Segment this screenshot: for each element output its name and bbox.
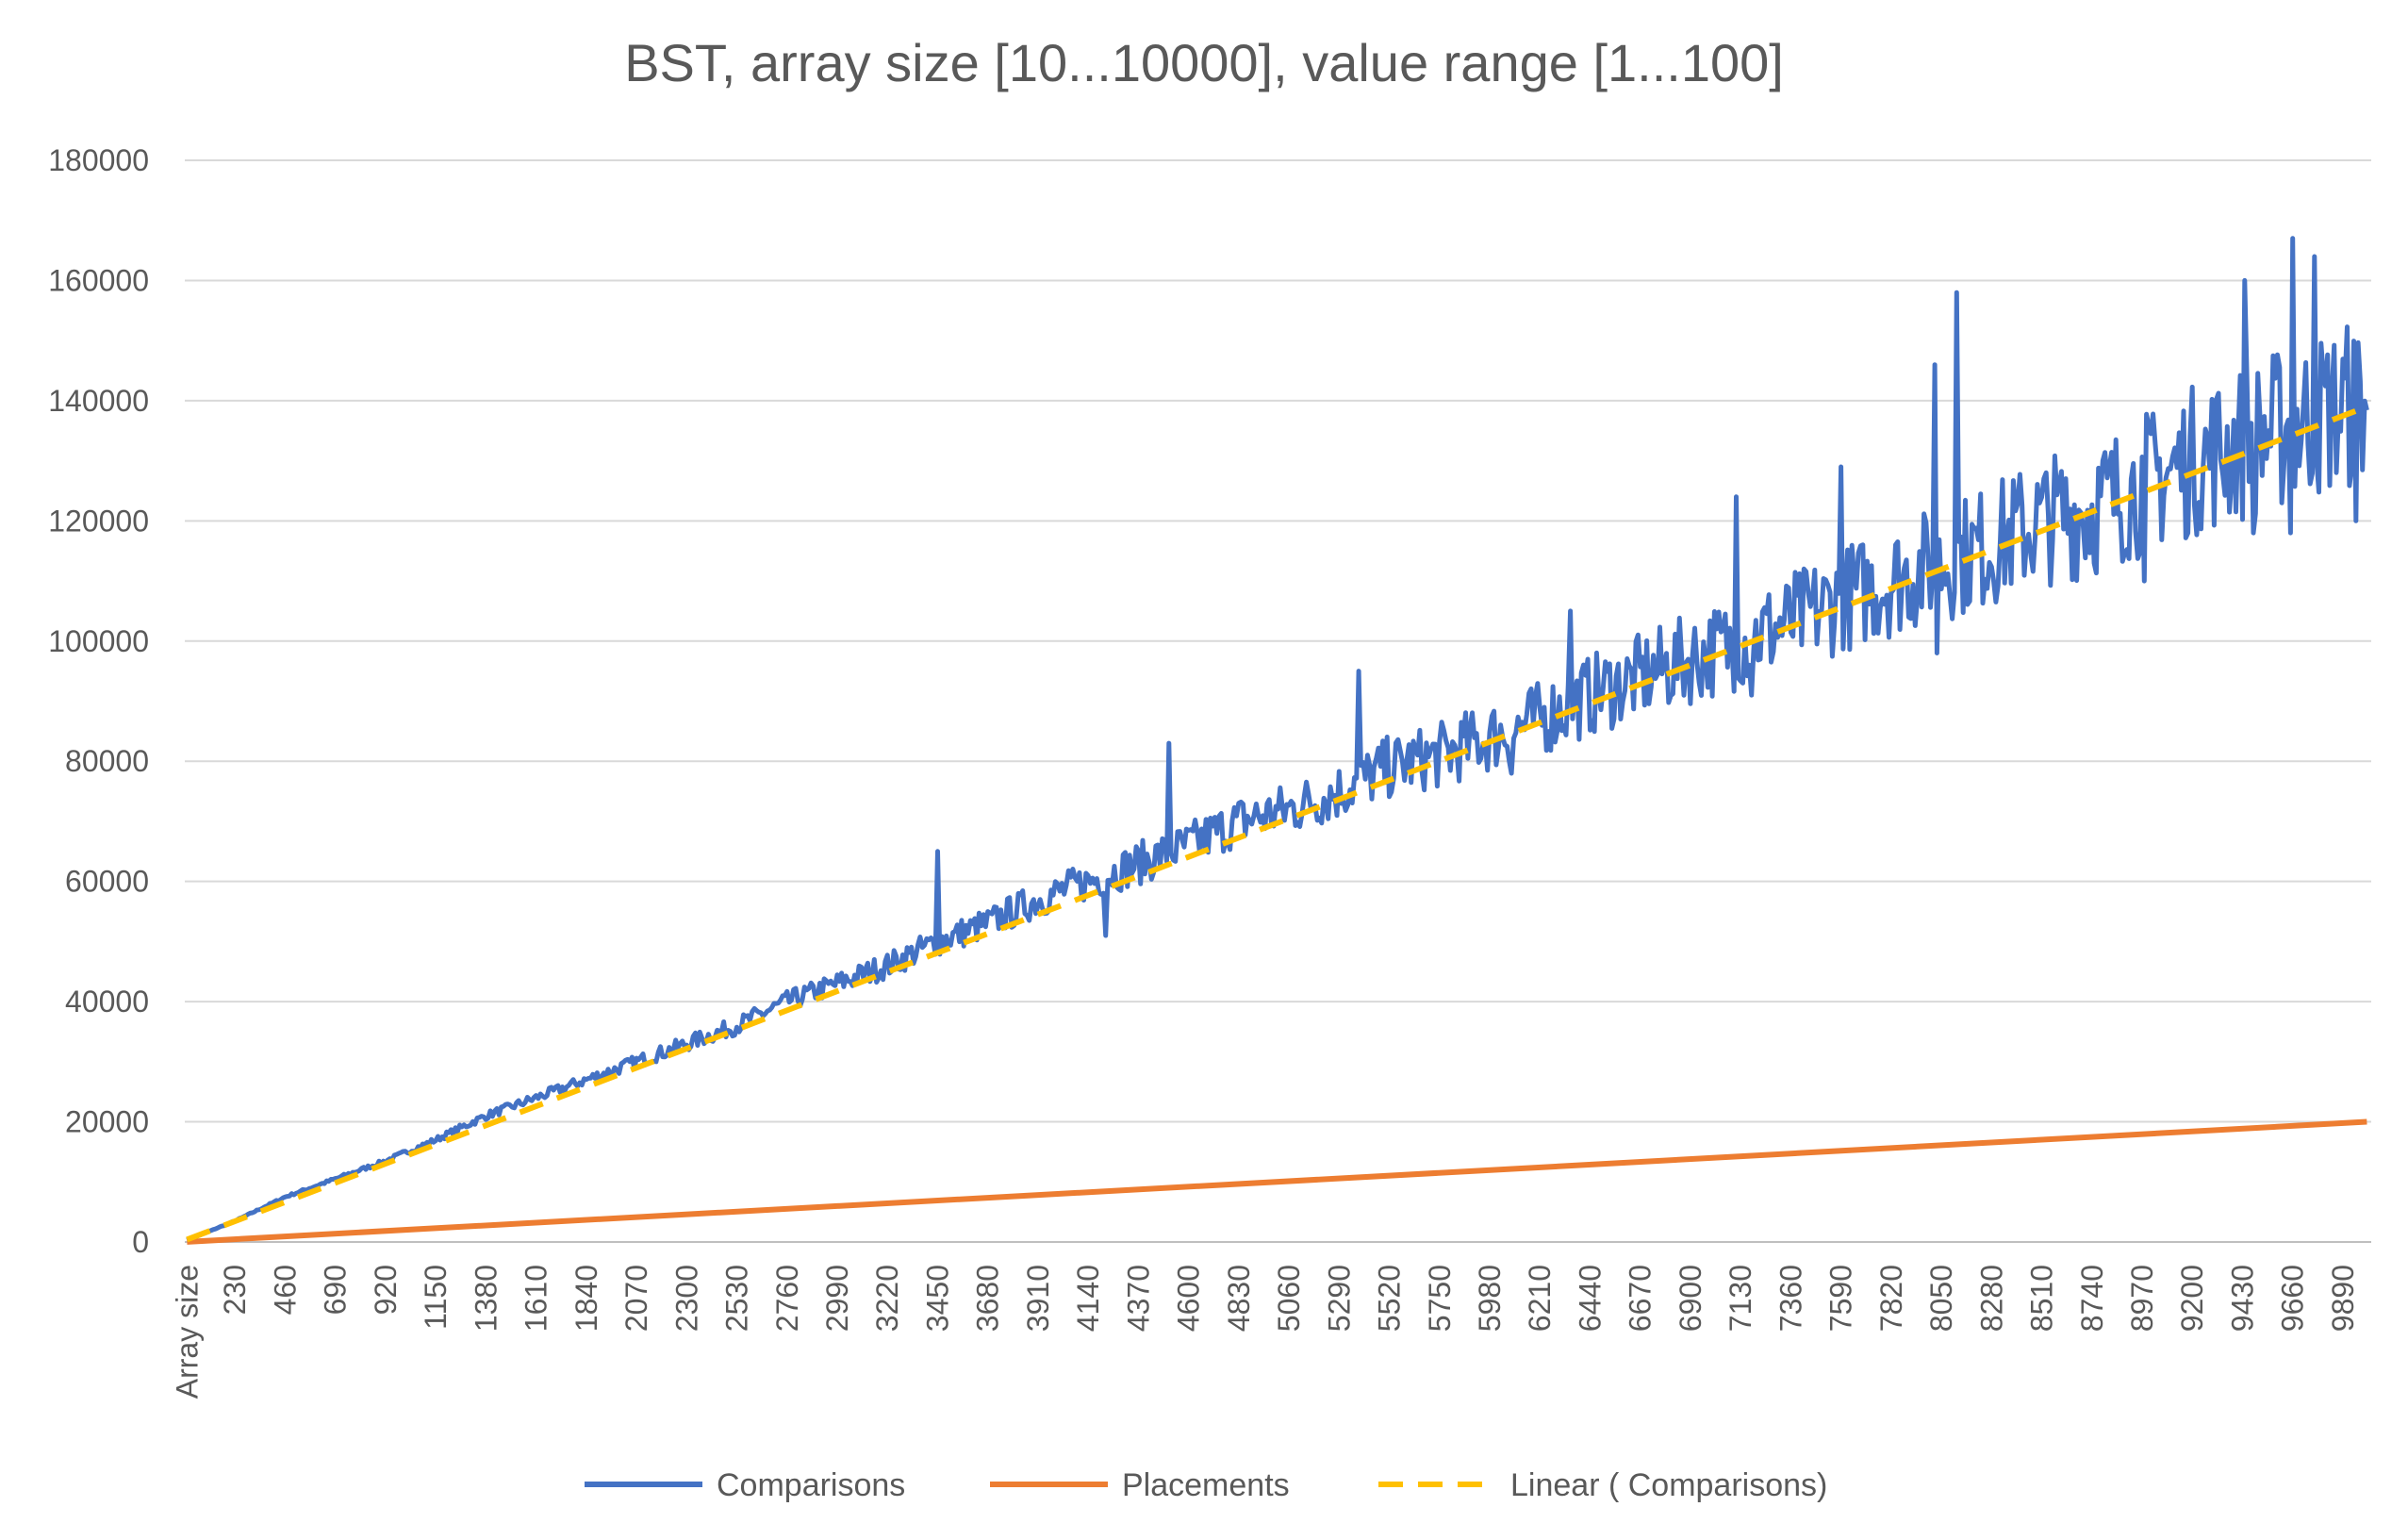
x-tick-label: 5060 <box>1272 1265 1306 1332</box>
x-tick-label: 9430 <box>2225 1265 2259 1332</box>
x-tick-label: 6210 <box>1523 1265 1557 1332</box>
x-tick-label: 4600 <box>1172 1265 1206 1332</box>
chart-title: BST, array size [10...10000], value rang… <box>624 33 1784 92</box>
x-tick-label: 6670 <box>1624 1265 1658 1332</box>
x-tick-label: 6440 <box>1573 1265 1607 1332</box>
y-tick-label: 40000 <box>65 985 149 1018</box>
x-tick-label: 2530 <box>720 1265 754 1332</box>
series-line-comparisons <box>186 236 2369 1243</box>
x-tick-label: 7130 <box>1724 1265 1757 1332</box>
x-tick-label: 1380 <box>469 1265 503 1332</box>
x-tick-label: 3220 <box>870 1265 904 1332</box>
x-tick-label: 7590 <box>1824 1265 1858 1332</box>
x-tick-label: 2300 <box>669 1265 703 1332</box>
x-tick-label: 4140 <box>1071 1265 1105 1332</box>
y-tick-label: 80000 <box>65 744 149 778</box>
legend-item-placements-label: Placements <box>1122 1467 1290 1503</box>
x-tick-label: 5750 <box>1423 1265 1457 1332</box>
x-tick-label: 8050 <box>1924 1265 1958 1332</box>
series-layer <box>186 236 2369 1245</box>
series-line-placements <box>187 1118 2367 1245</box>
y-tick-label: 60000 <box>65 865 149 899</box>
x-tick-label: 8510 <box>2025 1265 2059 1332</box>
x-tick-label: 3450 <box>920 1265 954 1332</box>
x-tick-label: 920 <box>369 1265 403 1315</box>
x-tick-label: 4370 <box>1121 1265 1155 1332</box>
x-tick-label: 5520 <box>1373 1265 1407 1332</box>
x-tick-label: 5290 <box>1322 1265 1356 1332</box>
x-tick-label: 2070 <box>619 1265 653 1332</box>
x-tick-label: 8740 <box>2075 1265 2109 1332</box>
x-tick-label: 9200 <box>2175 1265 2209 1332</box>
x-tick-label: 1840 <box>569 1265 603 1332</box>
x-tick-label: 5980 <box>1473 1265 1507 1332</box>
x-tick-label: 1150 <box>419 1265 453 1330</box>
grid-lines <box>185 159 2371 1243</box>
x-tick-label: 690 <box>319 1265 353 1315</box>
y-tick-label: 20000 <box>65 1105 149 1139</box>
x-tick-label: 7360 <box>1773 1265 1807 1332</box>
legend: Comparisons Placements Linear ( Comparison… <box>585 1467 1827 1503</box>
x-tick-label: 8280 <box>1974 1265 2008 1332</box>
x-tick-label: 4830 <box>1222 1265 1256 1332</box>
series-line-linear-trend <box>186 404 2368 1243</box>
x-tick-label: 2760 <box>770 1265 804 1332</box>
legend-item-linear-label: Linear ( Comparisons) <box>1510 1467 1827 1503</box>
x-tick-label: 9890 <box>2326 1265 2360 1332</box>
x-axis: Array size 230 460 690 920 1150 1380 1610 1840 20… <box>170 1265 2360 1399</box>
legend-item-comparisons-label: Comparisons <box>717 1467 905 1503</box>
y-tick-label: 100000 <box>48 624 149 658</box>
x-tick-label: 2990 <box>820 1265 854 1332</box>
y-tick-label: 0 <box>132 1225 149 1259</box>
y-axis: 0 20000 40000 60000 80000 100000 120000 140000 1… <box>48 143 149 1259</box>
x-tick-label: 9660 <box>2276 1265 2310 1332</box>
x-tick-label: 8970 <box>2125 1265 2159 1332</box>
y-tick-label: 180000 <box>48 143 149 177</box>
y-tick-label: 140000 <box>48 384 149 418</box>
x-tick-label: 3680 <box>971 1265 1005 1332</box>
y-tick-label: 160000 <box>48 263 149 297</box>
x-tick-label: 7820 <box>1874 1265 1908 1332</box>
y-tick-label: 120000 <box>48 504 149 538</box>
x-tick-label: 3910 <box>1021 1265 1055 1332</box>
x-tick-label: 230 <box>218 1265 252 1315</box>
x-tick-label: 1610 <box>520 1265 553 1332</box>
x-axis-category-label: Array size <box>170 1265 204 1399</box>
x-tick-label: 460 <box>268 1265 302 1315</box>
x-tick-label: 6900 <box>1674 1265 1707 1332</box>
